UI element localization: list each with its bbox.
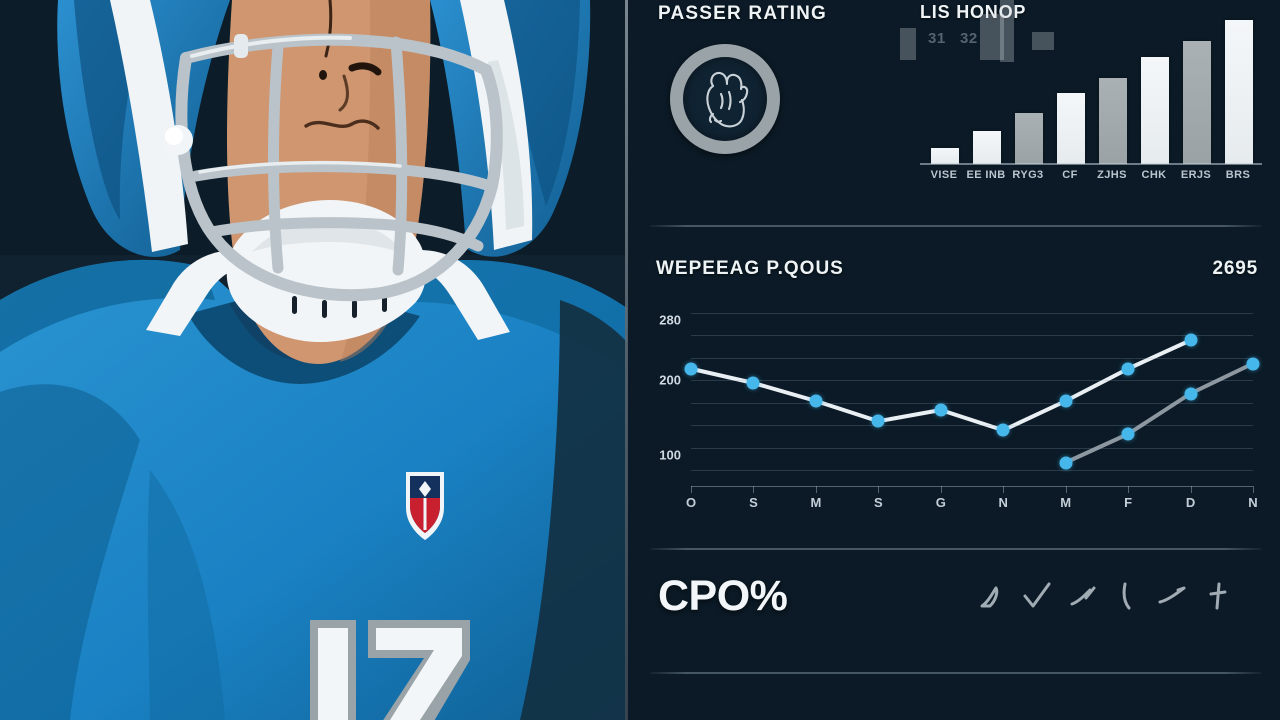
bar-chart-ghost-label: 31 [928,30,946,47]
line-chart-series [689,338,1255,465]
line-chart-xtick: M [810,495,822,510]
line-chart-xtick: M [1060,495,1072,510]
bar-chart-bar[interactable] [1098,77,1128,164]
line-chart-gridline [691,312,1253,314]
bar-chart-labels: VISE EE INB RYG3 CF ZJHS CHK ERJS BRS [920,169,1262,191]
line-chart-point[interactable] [996,423,1010,437]
cpo-spark-icon [1201,580,1235,614]
passer-rating-title: PASSER RATING [658,3,828,24]
line-chart-xtick: D [1185,495,1196,510]
bar-chart-bar[interactable] [1182,41,1212,164]
bar-chart-label: CF [1062,169,1078,181]
line-chart-point[interactable] [684,362,698,376]
line-chart-xtickmark [753,486,755,493]
line-chart-gridline [691,335,1253,336]
line-chart-xtick: F [1124,495,1133,510]
line-chart-xtickmark [940,486,942,493]
line-chart-xtick: G [935,495,946,510]
line-chart-ytick: 280 [659,312,681,328]
line-chart-xtick: N [998,495,1008,510]
cpo-spark-icon [1156,580,1190,614]
bar-chart-bar[interactable] [972,131,1002,164]
stats-panel: PASSER RATING LIS HONOP 31 32 VISE EE INB R… [628,0,1280,720]
cpo-sparklines [976,580,1246,618]
line-chart-gridline [691,447,1253,449]
bar-chart-label: CHK [1141,169,1167,181]
line-chart-point[interactable] [1059,394,1073,408]
bar-chart-label: ERJS [1180,169,1212,181]
line-chart-gridline [691,402,1253,404]
line-chart-point[interactable] [1121,362,1135,376]
line-chart-xtickmark [1065,486,1067,493]
bar-chart-bar[interactable] [1140,56,1170,164]
panel-divider [625,0,628,720]
bar-chart-bars [924,14,1260,164]
bar-chart-bar[interactable] [1014,113,1044,164]
line-chart-xtickmark [1253,486,1254,493]
jersey-number [310,620,470,720]
line-chart-xtickmark [1128,486,1130,493]
divider-middle [650,548,1262,550]
bar-chart-label: ZJHS [1097,169,1127,181]
cpo-spark-icon [976,580,1010,614]
line-chart-xtickmark [1003,486,1005,493]
line-chart-gridline [691,357,1253,359]
line-chart-point[interactable] [1246,357,1260,370]
line-chart-xtick: S [873,495,883,510]
line-chart-title: WEPEEAG P.QOUS [656,258,844,279]
line-chart-ytick: 100 [659,447,681,463]
football-player-illustration [0,0,627,720]
bar-chart-ghost-block [980,14,1004,60]
bar-chart-bar[interactable] [1224,20,1254,164]
line-chart-xtickmark [691,486,692,493]
line-chart-xtickmark [878,486,880,493]
line-chart-point[interactable] [1184,387,1198,400]
divider-top [650,225,1262,227]
line-chart-gridline [691,380,1253,381]
bar-chart-label: VISE [930,169,958,181]
nfl-shield-logo [406,472,444,540]
bar-chart-ghost-block [1032,32,1054,50]
bar-chart-ghost-block [1000,0,1014,62]
bar-chart-label: EE INB [966,169,1006,181]
line-chart-point[interactable] [746,376,760,390]
bar-chart-bar[interactable] [1056,93,1086,164]
line-chart-point[interactable] [1059,456,1073,469]
passer-rating-gauge[interactable] [670,44,780,154]
cpo-spark-icon [1111,580,1145,614]
bar-chart-ghost-block [900,28,916,60]
line-chart-xtick: S [749,495,758,510]
line-chart-axis [691,486,1253,487]
line-chart-value: 2695 [1212,258,1258,279]
fist-icon [706,71,749,128]
line-chart-gridline [691,470,1253,471]
cpo-label: CPO% [658,572,788,620]
cpo-spark-icon [1021,580,1055,614]
cpo-spark-icon [1066,580,1100,614]
line-chart-point[interactable] [809,394,823,408]
line-chart-point[interactable] [871,414,885,428]
line-chart-xtickmark [1190,486,1192,493]
line-chart-xtickmark [815,486,817,493]
line-chart-point[interactable] [934,403,948,417]
bar-chart-label: RYG3 [1012,169,1044,181]
line-chart-xtick: O [685,495,697,510]
bar-chart-label: BRS [1225,169,1251,181]
line-chart-line [1063,361,1255,465]
line-chart-point[interactable] [1184,333,1198,347]
line-chart-xtick: N [1248,495,1258,510]
divider-bottom [650,672,1262,674]
bar-chart-axis [920,163,1262,165]
line-chart-ytick: 200 [659,372,681,388]
line-chart-line [689,338,1193,433]
line-chart-gridline [691,425,1253,426]
line-chart-plot: 100 200 280 [659,305,1260,485]
line-chart-point[interactable] [1121,427,1135,441]
bar-chart-ghost-label: 32 [960,30,978,47]
bar-chart-title: LIS HONOP [920,2,1027,22]
bar-chart-bar[interactable] [930,147,960,164]
